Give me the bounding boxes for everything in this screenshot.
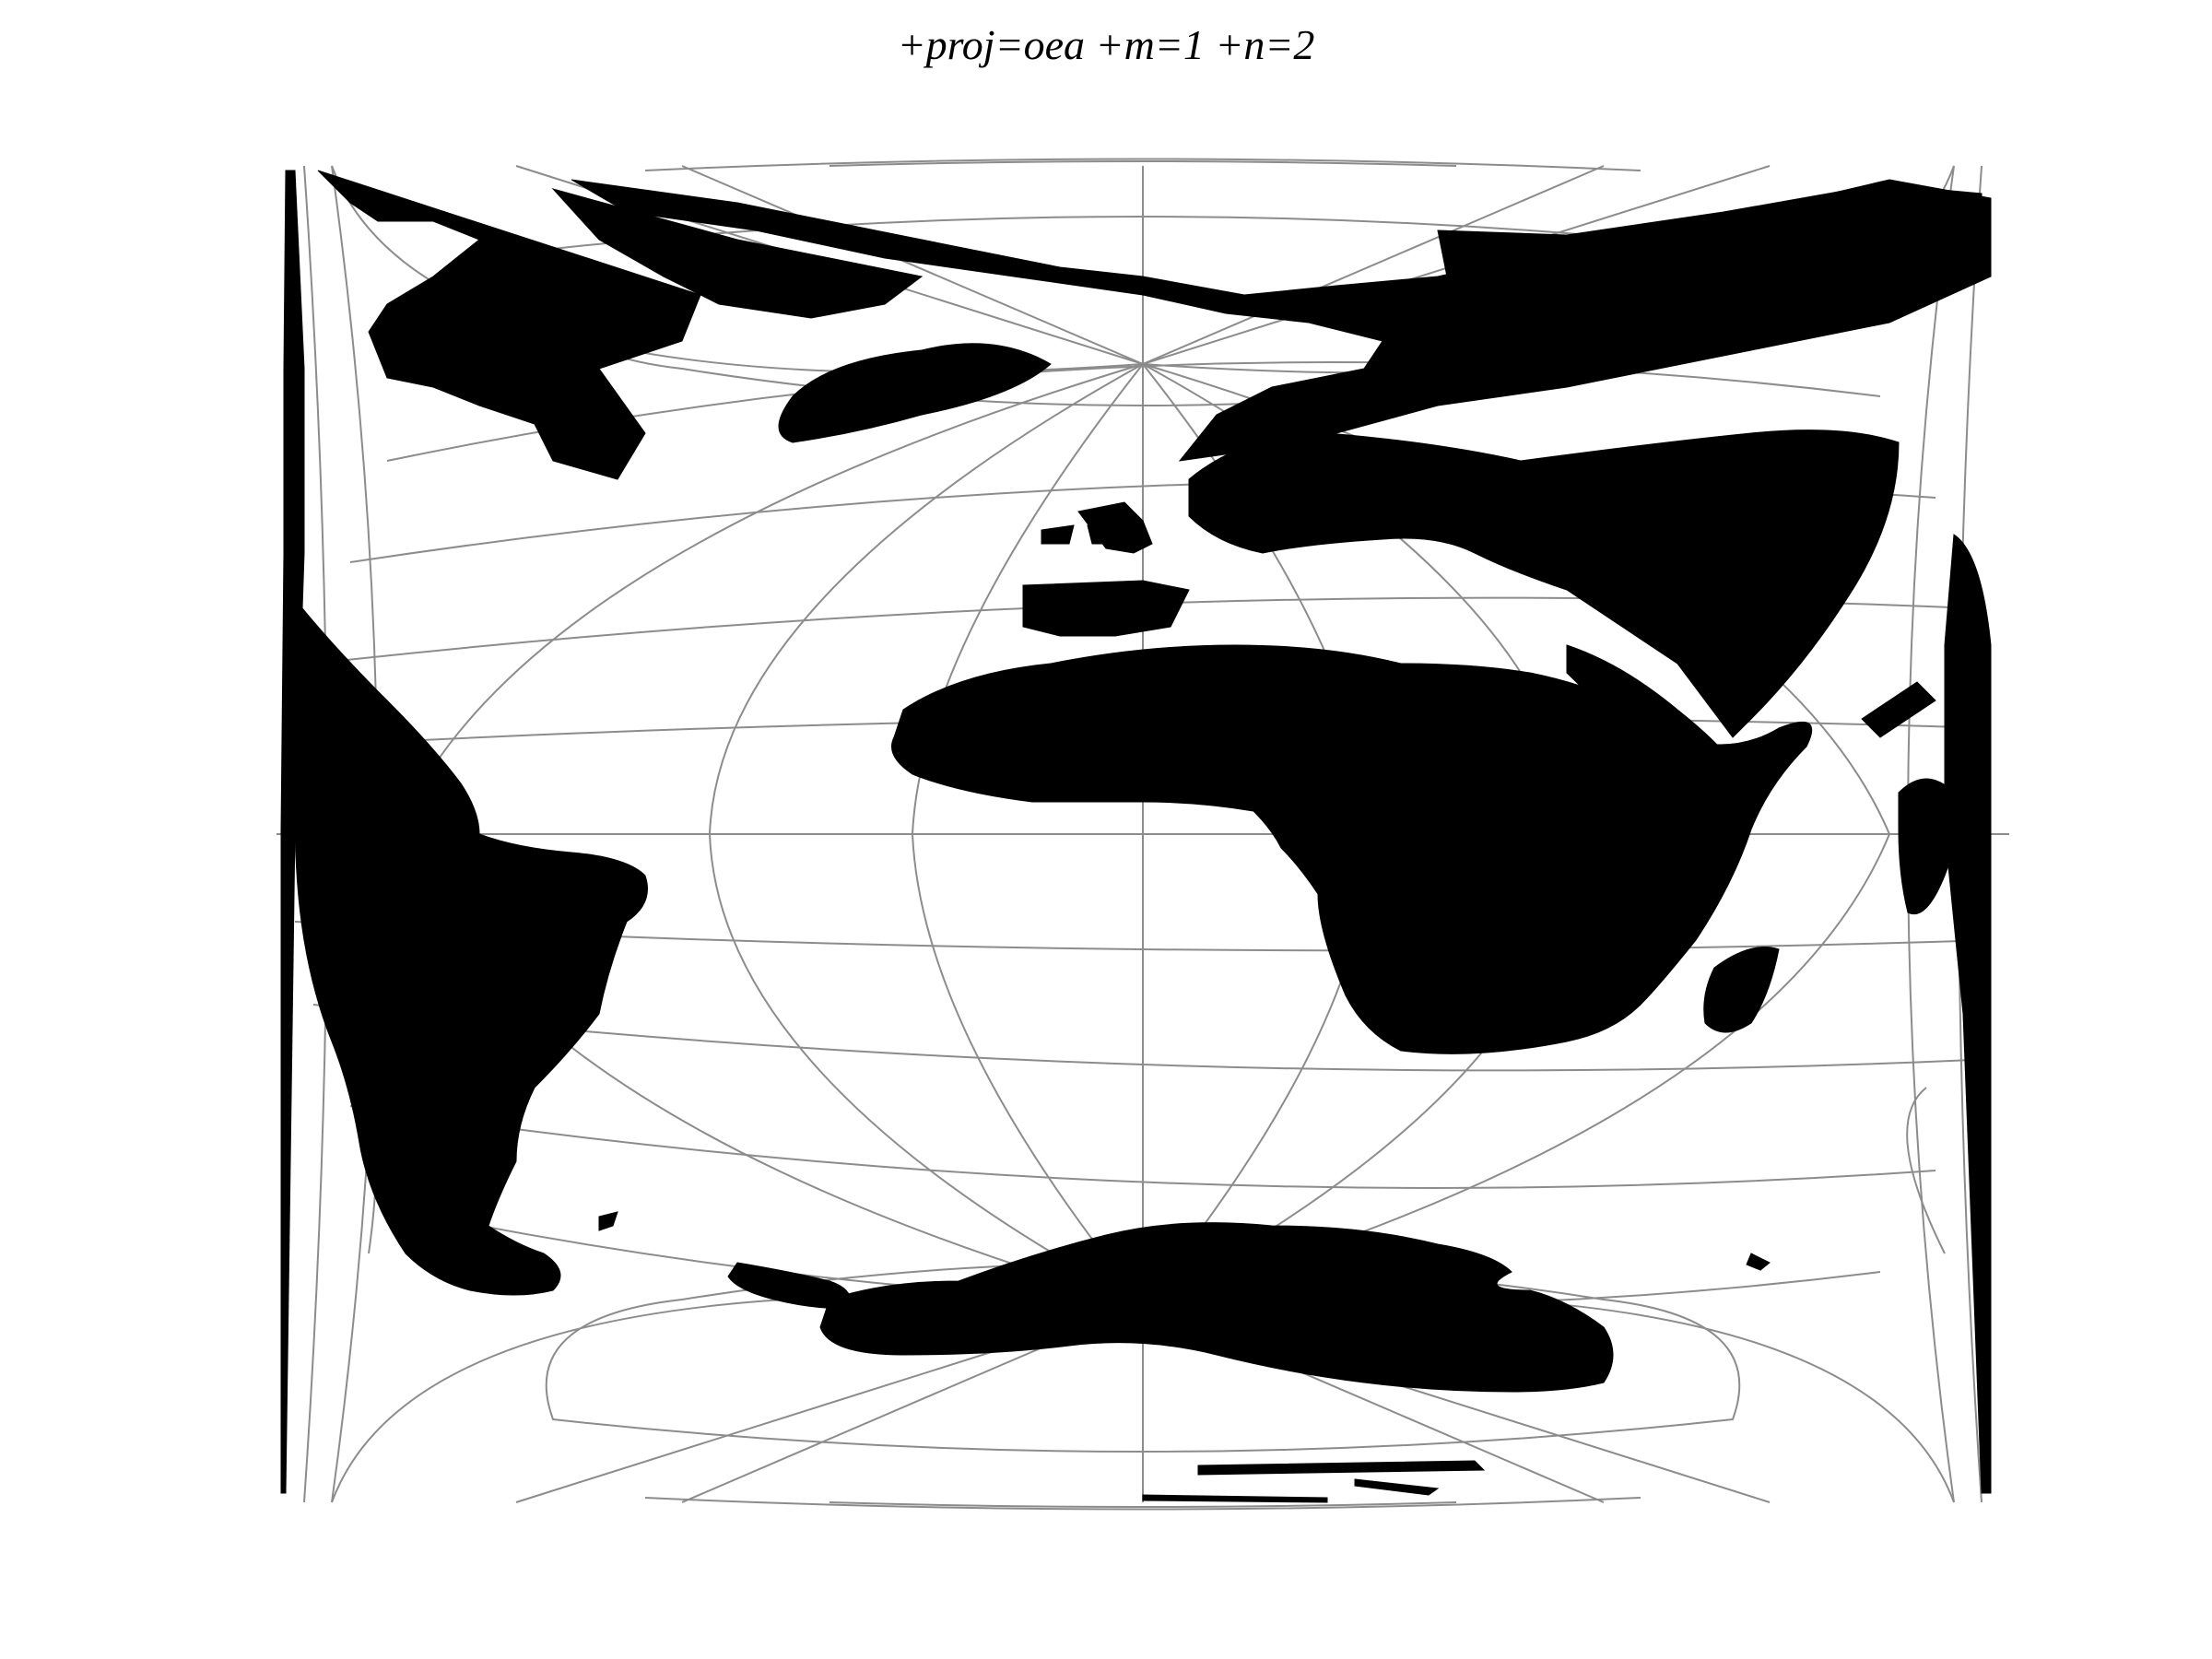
antarctic-island <box>598 1211 618 1231</box>
antarctic-peninsula <box>727 1262 851 1310</box>
north-asia-band-2 <box>1437 183 1983 314</box>
west-edge <box>280 170 305 1494</box>
map-title: +proj=oea +m=1 +n=2 <box>897 21 1315 68</box>
ireland <box>1041 524 1075 545</box>
africa <box>891 644 1813 1054</box>
indonesia <box>1861 681 1936 738</box>
bottom-strip <box>1142 1494 1328 1503</box>
greenland <box>778 343 1052 443</box>
parallel <box>545 1262 1741 1453</box>
southeast-asia <box>1898 778 1958 914</box>
parallel <box>349 1105 1936 1189</box>
meridian <box>708 363 1144 1305</box>
south-america <box>292 597 648 1296</box>
europe-asia <box>1188 429 1900 738</box>
east-edge <box>1944 534 1992 1494</box>
iberia <box>1022 580 1190 637</box>
antarctica <box>819 1222 1614 1393</box>
north-america <box>317 170 701 480</box>
bottom-strip <box>1197 1460 1486 1476</box>
british-isles <box>1077 501 1153 554</box>
madagascar <box>1703 947 1780 1033</box>
antarctic-island <box>1746 1253 1771 1271</box>
bottom-strip <box>1354 1478 1440 1496</box>
meridian <box>911 363 1144 1305</box>
landmasses <box>280 170 1992 1503</box>
arctic-islands <box>551 188 924 319</box>
